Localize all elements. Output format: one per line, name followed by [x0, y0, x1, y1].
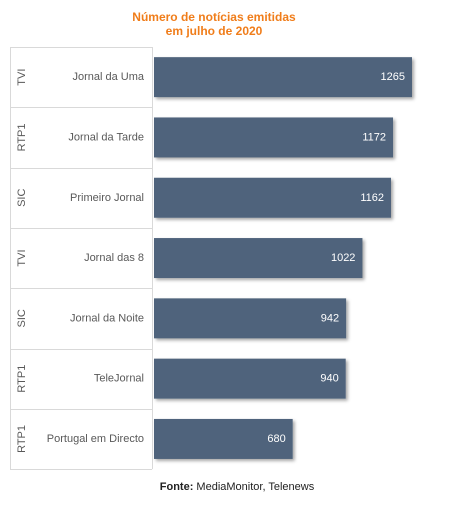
chart-title-line-1: Número de notícias emitidas [132, 10, 296, 24]
group-label: TVI [16, 249, 28, 266]
category-label: Jornal das 8 [84, 252, 144, 264]
data-label: 1022 [331, 252, 355, 264]
chart-title: Número de notícias emitidas em julho de … [0, 10, 428, 38]
data-label: 1162 [360, 192, 384, 204]
category-label: Portugal em Directo [47, 433, 144, 445]
category-label: Jornal da Uma [72, 71, 144, 83]
bar [154, 57, 412, 98]
category-label: TeleJornal [94, 373, 144, 385]
category-label: Primeiro Jornal [70, 192, 144, 204]
bar-chart: TVI Jornal da Uma 1265 RTP1 Jornal da Tarde 1… [10, 47, 412, 470]
group-label: RTP1 [16, 425, 28, 453]
category-label: Jornal da Noite [70, 312, 144, 324]
category-label: Jornal da Tarde [68, 131, 144, 143]
group-label: SIC [16, 189, 28, 207]
bar [154, 238, 363, 279]
bar [154, 358, 346, 399]
bar [154, 418, 293, 459]
data-label: 942 [321, 312, 339, 324]
source-text: MediaMonitor, Telenews [196, 481, 315, 493]
bar [154, 298, 347, 339]
data-label: 1172 [362, 131, 386, 143]
source-label: Fonte: [159, 481, 194, 493]
source-note: Fonte: MediaMonitor, Telenews [0, 481, 468, 493]
group-label: TVI [16, 69, 28, 86]
data-label: 940 [320, 373, 338, 385]
bar [154, 117, 394, 158]
chart-title-line-2: em julho de 2020 [165, 24, 263, 38]
bar [154, 177, 391, 218]
group-label: RTP1 [16, 123, 28, 151]
group-label: RTP1 [16, 365, 28, 393]
group-label: SIC [16, 309, 28, 327]
data-label: 680 [267, 433, 285, 445]
data-label: 1265 [381, 71, 405, 83]
